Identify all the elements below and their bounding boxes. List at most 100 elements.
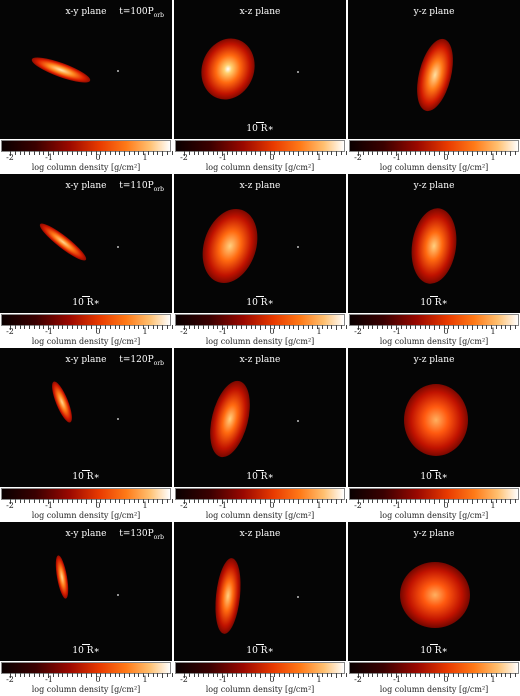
density-map-yz: y-z plane 10 R∗ (348, 348, 520, 487)
colorbar-label: log column density [g/cm²] (31, 511, 141, 520)
density-map-xy: x-y plane t=120Porb 10 R∗ (0, 348, 172, 487)
colorbar-tick-label: -2 (354, 153, 362, 162)
star-marker (117, 594, 119, 596)
plane-label: y-z plane (413, 355, 455, 365)
colorbar-ticks (349, 673, 520, 678)
colorbar-tick-label: 0 (443, 675, 449, 684)
colorbar-tick-label: 1 (490, 327, 496, 336)
time-label: t=100Porb (119, 7, 164, 19)
colorbar-tick-label: -2 (6, 327, 14, 336)
density-map-xz: x-z plane 10 R∗ (174, 522, 346, 661)
colorbar-tick-label: 1 (316, 501, 322, 510)
disk-blob (404, 384, 468, 456)
time-label: t=120Porb (119, 355, 164, 367)
plane-label: x-z plane (239, 7, 281, 17)
star-marker (297, 420, 299, 422)
colorbar-label: log column density [g/cm²] (31, 163, 141, 172)
colorbar-label: log column density [g/cm²] (379, 511, 489, 520)
star-marker (297, 71, 299, 73)
disk-blob (29, 52, 93, 88)
colorbar-tick-label: 1 (490, 153, 496, 162)
colorbar-tick-label: -2 (180, 675, 188, 684)
colorbar-tick-label: -1 (219, 153, 227, 162)
colorbar-tick-label: 0 (269, 675, 275, 684)
colorbar-label: log column density [g/cm²] (379, 337, 489, 346)
colorbar-tick-label: -2 (354, 675, 362, 684)
colorbar-tick-label: -1 (219, 327, 227, 336)
star-marker (297, 246, 299, 248)
plane-label: x-z plane (239, 529, 281, 539)
scale-bar: 10 R∗ (420, 296, 448, 308)
scale-bar: 10 R∗ (246, 644, 274, 656)
colorbar-tick-label: 0 (443, 153, 449, 162)
panel-yz: y-z plane 10 R∗ -2 -1 0 1 log column density… (348, 522, 520, 695)
colorbar-tick-label: 1 (316, 153, 322, 162)
colorbar-label: log column density [g/cm²] (205, 685, 315, 694)
star-marker (117, 246, 119, 248)
plane-label: y-z plane (413, 529, 455, 539)
colorbar-tick-label: 0 (95, 675, 101, 684)
colorbar-ticks (175, 325, 347, 330)
colorbar-tick-label: 0 (95, 153, 101, 162)
colorbar-tick-label: -1 (393, 153, 401, 162)
colorbar-tick-label: 0 (269, 501, 275, 510)
plane-label: y-z plane (413, 7, 455, 17)
disk-blob (193, 201, 267, 291)
panel-xz: x-z plane 10 R∗ -2 -1 0 1 log column density… (174, 174, 347, 347)
plane-label: x-y plane (65, 529, 107, 539)
colorbar-tick-label: 0 (95, 327, 101, 336)
colorbar-label: log column density [g/cm²] (205, 511, 315, 520)
colorbar-label: log column density [g/cm²] (379, 685, 489, 694)
colorbar-tick-label: -2 (180, 501, 188, 510)
panel-xz: x-z plane 10 R∗ -2 -1 0 1 log column density… (174, 348, 347, 521)
scale-bar: 10 R∗ (72, 470, 100, 482)
scale-bar: 10 R∗ (420, 470, 448, 482)
colorbar-tick-label: -1 (219, 501, 227, 510)
colorbar-tick-label: 0 (95, 501, 101, 510)
density-map-xz: x-z plane 10 R∗ (174, 348, 346, 487)
colorbar-ticks (349, 325, 520, 330)
scale-bar: 10 R∗ (420, 644, 448, 656)
colorbar-tick-label: -1 (393, 327, 401, 336)
panel-yz: y-z plane 10 R∗ -2 -1 0 1 log column density… (348, 174, 520, 347)
plane-label: x-z plane (239, 355, 281, 365)
colorbar-tick-label: 1 (316, 327, 322, 336)
star-marker (297, 596, 299, 598)
colorbar-tick-label: -1 (45, 675, 53, 684)
snapshot-row-3: x-y plane t=120Porb 10 R∗ -2 -1 0 1 log colu… (0, 348, 520, 521)
colorbar-tick-label: 1 (142, 153, 148, 162)
colorbar-tick-label: -2 (354, 327, 362, 336)
colorbar-tick-label: -2 (180, 153, 188, 162)
panel-yz: y-z plane -2 -1 0 1 log column density [g/cm… (348, 0, 520, 173)
density-map-yz: y-z plane (348, 0, 520, 139)
colorbar-tick-label: -2 (354, 501, 362, 510)
disk-blob (400, 562, 470, 628)
colorbar-label: log column density [g/cm²] (205, 163, 315, 172)
colorbar-ticks (175, 673, 347, 678)
colorbar-label: log column density [g/cm²] (31, 685, 141, 694)
colorbar-tick-label: -1 (393, 501, 401, 510)
colorbar-ticks (1, 325, 173, 330)
colorbar-tick-label: -1 (45, 327, 53, 336)
scale-bar: 10 R∗ (72, 296, 100, 308)
disk-blob (36, 219, 90, 265)
colorbar-ticks (349, 499, 520, 504)
disk-blob (53, 554, 71, 600)
colorbar-tick-label: -2 (6, 501, 14, 510)
colorbar-tick-label: 1 (142, 675, 148, 684)
star-marker (117, 418, 119, 420)
snapshot-row-2: x-y plane t=110Porb 10 R∗ -2 -1 0 1 log colu… (0, 174, 520, 347)
star-marker (117, 70, 119, 72)
colorbar-label: log column density [g/cm²] (205, 337, 315, 346)
scale-bar: 10 R∗ (72, 644, 100, 656)
panel-yz: y-z plane 10 R∗ -2 -1 0 1 log column density… (348, 348, 520, 521)
density-map-xy: x-y plane t=110Porb 10 R∗ (0, 174, 172, 313)
colorbar-tick-label: -1 (393, 675, 401, 684)
scale-bar: 10 R∗ (246, 296, 274, 308)
panel-xy: x-y plane t=130Porb 10 R∗ -2 -1 0 1 log colu… (0, 522, 173, 695)
colorbar-tick-label: 1 (142, 501, 148, 510)
panel-xz: x-z plane 10 R∗ -2 -1 0 1 log column density… (174, 0, 347, 173)
panel-xy: x-y plane t=120Porb 10 R∗ -2 -1 0 1 log colu… (0, 348, 173, 521)
colorbar-tick-label: -1 (45, 501, 53, 510)
colorbar-tick-label: 0 (443, 327, 449, 336)
